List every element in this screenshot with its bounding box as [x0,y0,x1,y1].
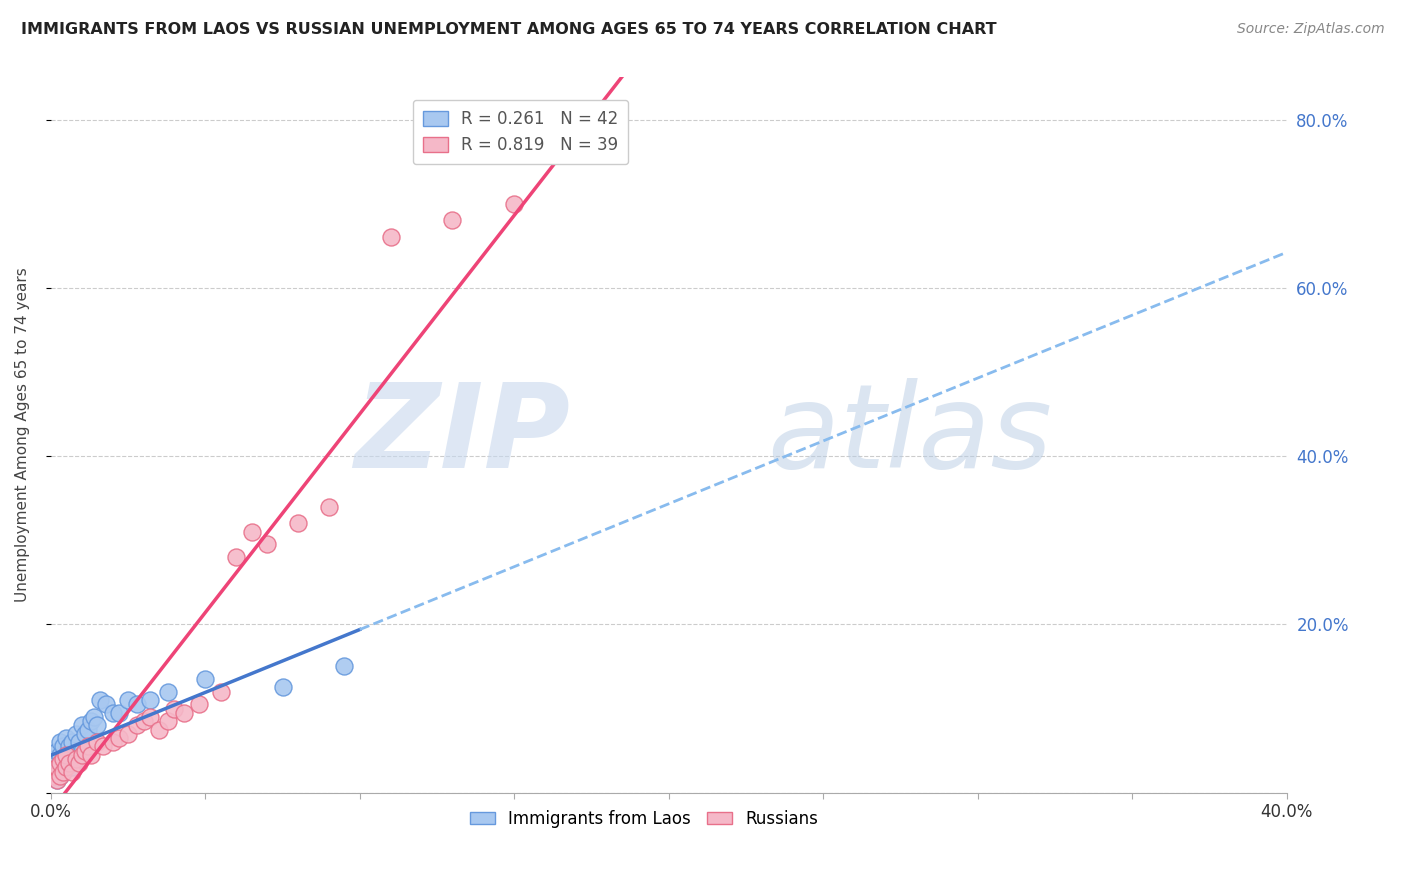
Point [46,772,69,787]
Point [318,500,340,514]
Point [55,731,77,745]
Y-axis label: Unemployment Among Ages 65 to 74 years: Unemployment Among Ages 65 to 74 years [15,268,30,602]
Point [42,752,65,766]
Point [58,739,80,754]
Point [83,710,105,724]
Point [163,701,186,715]
Point [256,537,278,551]
Point [107,731,129,745]
Point [46,760,69,774]
Point [132,714,155,728]
Point [62,764,84,779]
Point [52,764,75,779]
Point [194,672,217,686]
Point [86,735,108,749]
Point [107,706,129,720]
Point [93,739,115,754]
Point [86,718,108,732]
Point [333,659,356,673]
Point [225,550,247,565]
Point [52,752,75,766]
Point [55,760,77,774]
Point [55,747,77,762]
Point [80,714,103,728]
Point [101,706,124,720]
Point [441,213,464,227]
Legend: Immigrants from Laos, Russians: Immigrants from Laos, Russians [463,803,825,834]
Point [127,718,149,732]
Point [138,710,160,724]
Point [67,756,90,771]
Point [157,684,180,698]
Point [173,706,195,720]
Point [96,698,118,712]
Point [271,681,294,695]
Point [52,752,75,766]
Point [46,743,69,757]
Text: Source: ZipAtlas.com: Source: ZipAtlas.com [1237,22,1385,37]
Point [65,727,87,741]
Point [188,698,211,712]
Point [80,747,103,762]
Point [65,752,87,766]
Text: ZIP: ZIP [354,377,569,492]
Point [42,769,65,783]
Point [65,752,87,766]
Point [117,693,139,707]
Point [70,743,93,757]
Point [62,735,84,749]
Point [49,760,72,774]
Point [52,739,75,754]
Point [138,693,160,707]
Point [46,756,69,771]
Point [42,760,65,774]
Point [70,718,93,732]
Point [73,743,96,757]
Point [101,735,124,749]
Point [55,747,77,762]
Point [67,735,90,749]
Point [58,756,80,771]
Point [49,756,72,771]
Point [209,684,232,698]
Point [58,756,80,771]
Point [73,727,96,741]
Text: atlas: atlas [768,378,1053,492]
Point [89,693,111,707]
Point [380,230,402,244]
Point [70,747,93,762]
Point [52,764,75,779]
Point [287,516,309,531]
Point [49,769,72,783]
Point [42,769,65,783]
Point [77,723,100,737]
Point [240,524,263,539]
Point [49,769,72,783]
Point [127,698,149,712]
Point [117,727,139,741]
Point [148,723,170,737]
Point [62,760,84,774]
Point [55,760,77,774]
Point [77,739,100,754]
Point [49,747,72,762]
Point [46,772,69,787]
Text: IMMIGRANTS FROM LAOS VS RUSSIAN UNEMPLOYMENT AMONG AGES 65 TO 74 YEARS CORRELATI: IMMIGRANTS FROM LAOS VS RUSSIAN UNEMPLOY… [21,22,997,37]
Point [46,764,69,779]
Point [49,735,72,749]
Point [503,196,526,211]
Point [157,714,180,728]
